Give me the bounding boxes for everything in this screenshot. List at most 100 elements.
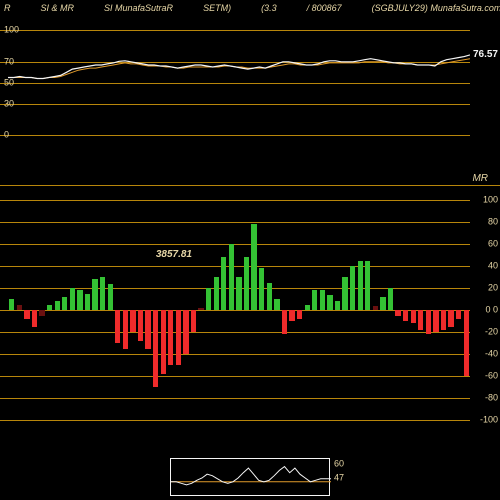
mr-bar bbox=[380, 297, 385, 310]
mr-bar bbox=[55, 301, 60, 310]
mr-bar bbox=[388, 288, 393, 310]
mr-grid-line bbox=[0, 376, 470, 377]
mr-axis-label: 60 bbox=[488, 240, 498, 249]
mr-bar bbox=[426, 310, 431, 334]
mr-grid-line bbox=[0, 266, 470, 267]
mr-bar bbox=[358, 261, 363, 311]
mr-bar bbox=[335, 301, 340, 310]
mr-bar bbox=[153, 310, 158, 387]
mr-bar bbox=[24, 310, 29, 319]
mr-grid-line bbox=[0, 222, 470, 223]
chart-header: R SI & MR SI MunafaSutraR SETM) (3.3 / 800867… bbox=[0, 0, 500, 16]
mr-bar bbox=[168, 310, 173, 365]
mr-grid-line bbox=[0, 200, 470, 201]
mini-svg bbox=[171, 459, 331, 497]
mr-bar bbox=[297, 310, 302, 319]
mr-bar bbox=[456, 310, 461, 319]
mr-bar-panel: -100-80-60-40-200 0204060801003857.81 bbox=[0, 200, 500, 420]
mr-grid-line bbox=[0, 354, 470, 355]
rsi-current-value: 76.57 bbox=[473, 50, 498, 60]
mr-axis-label: -20 bbox=[485, 328, 498, 337]
mr-bar bbox=[251, 224, 256, 310]
mr-bar bbox=[327, 295, 332, 310]
mr-bar bbox=[448, 310, 453, 327]
mr-center-value: 3857.81 bbox=[156, 250, 192, 260]
mr-label: MR bbox=[472, 173, 488, 184]
mr-bar bbox=[191, 310, 196, 332]
mr-bar bbox=[9, 299, 14, 310]
header-item-4: (3.3 bbox=[261, 3, 277, 13]
line-chart-svg bbox=[0, 20, 470, 135]
header-item-3: SETM) bbox=[203, 3, 231, 13]
mr-bar bbox=[350, 266, 355, 310]
header-item-0: R bbox=[4, 3, 11, 13]
header-item-5: / 800867 bbox=[307, 3, 342, 13]
mr-axis-label: 80 bbox=[488, 218, 498, 227]
mr-bar bbox=[342, 277, 347, 310]
mr-axis-label: 100 bbox=[483, 196, 498, 205]
mr-bar bbox=[411, 310, 416, 323]
rsi-panel: 030507010076.57 bbox=[0, 20, 500, 135]
mr-bar bbox=[403, 310, 408, 321]
header-item-2: SI MunafaSutraR bbox=[104, 3, 173, 13]
mr-bar bbox=[312, 290, 317, 310]
mr-axis-label: 20 bbox=[488, 284, 498, 293]
mr-bar bbox=[214, 277, 219, 310]
mr-bar bbox=[244, 257, 249, 310]
mr-bar bbox=[229, 244, 234, 310]
mr-grid-line bbox=[0, 420, 470, 421]
mr-bar bbox=[70, 288, 75, 310]
mr-bar bbox=[365, 261, 370, 311]
mr-grid-line bbox=[0, 398, 470, 399]
mr-bar bbox=[320, 290, 325, 310]
mr-bar bbox=[198, 308, 203, 310]
mr-bar bbox=[92, 279, 97, 310]
mr-bar bbox=[145, 310, 150, 349]
mr-bar bbox=[441, 310, 446, 330]
mr-axis-label: -80 bbox=[485, 394, 498, 403]
mr-bar bbox=[85, 294, 90, 311]
mr-bar bbox=[123, 310, 128, 349]
mr-bar bbox=[138, 310, 143, 341]
mr-bar bbox=[47, 305, 52, 311]
mr-bar bbox=[77, 290, 82, 310]
header-item-1: SI & MR bbox=[41, 3, 75, 13]
mr-axis-label: -40 bbox=[485, 350, 498, 359]
mr-axis-label: 0 0 bbox=[485, 306, 498, 315]
mr-bar bbox=[464, 310, 469, 376]
mr-bar bbox=[395, 310, 400, 316]
mini-axis-label: 47 bbox=[334, 474, 344, 483]
mr-axis-label: 40 bbox=[488, 262, 498, 271]
mr-bar bbox=[259, 268, 264, 310]
mr-bar bbox=[274, 299, 279, 310]
mr-bar bbox=[39, 310, 44, 316]
mr-axis-label: -60 bbox=[485, 372, 498, 381]
mr-bar bbox=[236, 277, 241, 310]
mr-bar bbox=[221, 257, 226, 310]
mini-overview-panel bbox=[170, 458, 330, 496]
mr-bar bbox=[161, 310, 166, 374]
header-item-6: (SGBJULY29) MunafaSutra.com bbox=[372, 3, 500, 13]
mini-axis-label: 60 bbox=[334, 460, 344, 469]
mr-bar bbox=[305, 305, 310, 311]
mr-bar bbox=[183, 310, 188, 354]
mr-grid-line bbox=[0, 244, 470, 245]
mr-bar bbox=[32, 310, 37, 327]
mr-bar bbox=[115, 310, 120, 343]
mr-bar bbox=[130, 310, 135, 332]
mr-bar bbox=[176, 310, 181, 365]
mr-bar bbox=[267, 283, 272, 311]
mr-bar bbox=[17, 305, 22, 311]
rsi-grid-line bbox=[0, 135, 470, 136]
mr-bar bbox=[289, 310, 294, 321]
mr-bar bbox=[433, 310, 438, 332]
mr-bar bbox=[418, 310, 423, 330]
mr-axis-label: -100 bbox=[480, 416, 498, 425]
mr-bar bbox=[373, 306, 378, 310]
mr-bar bbox=[62, 297, 67, 310]
mr-bar bbox=[282, 310, 287, 334]
panel-separator bbox=[0, 185, 500, 186]
mr-grid-line bbox=[0, 332, 470, 333]
mr-bar bbox=[108, 284, 113, 310]
mr-bar bbox=[100, 277, 105, 310]
